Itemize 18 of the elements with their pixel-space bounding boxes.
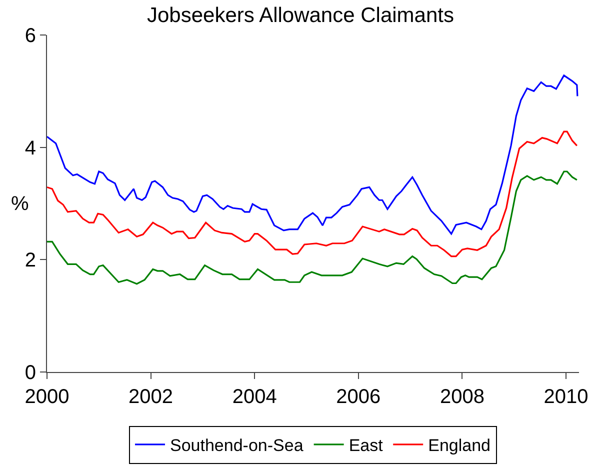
legend-label: Southend-on-Sea [170,436,304,456]
x-tick-label: 2006 [336,386,381,408]
line-series [47,74,578,235]
x-tick-label: 2000 [24,386,70,408]
x-tick-label: 2010 [544,386,588,408]
line-series [47,130,578,258]
chart-title: Jobseekers Allowance Claimants [147,4,454,27]
y-tick-label: 0 [24,362,36,384]
line-series [47,170,578,285]
y-tick-label: 6 [24,25,36,47]
legend-label: England [428,436,490,456]
x-tick-label: 2004 [232,386,277,408]
y-tick-label: 4 [24,137,36,160]
x-tick-label: 2002 [128,386,174,408]
y-axis-title: % [11,193,29,215]
legend-label: East [348,436,384,456]
x-tick-label: 2008 [440,386,484,408]
y-tick-label: 2 [24,250,36,272]
